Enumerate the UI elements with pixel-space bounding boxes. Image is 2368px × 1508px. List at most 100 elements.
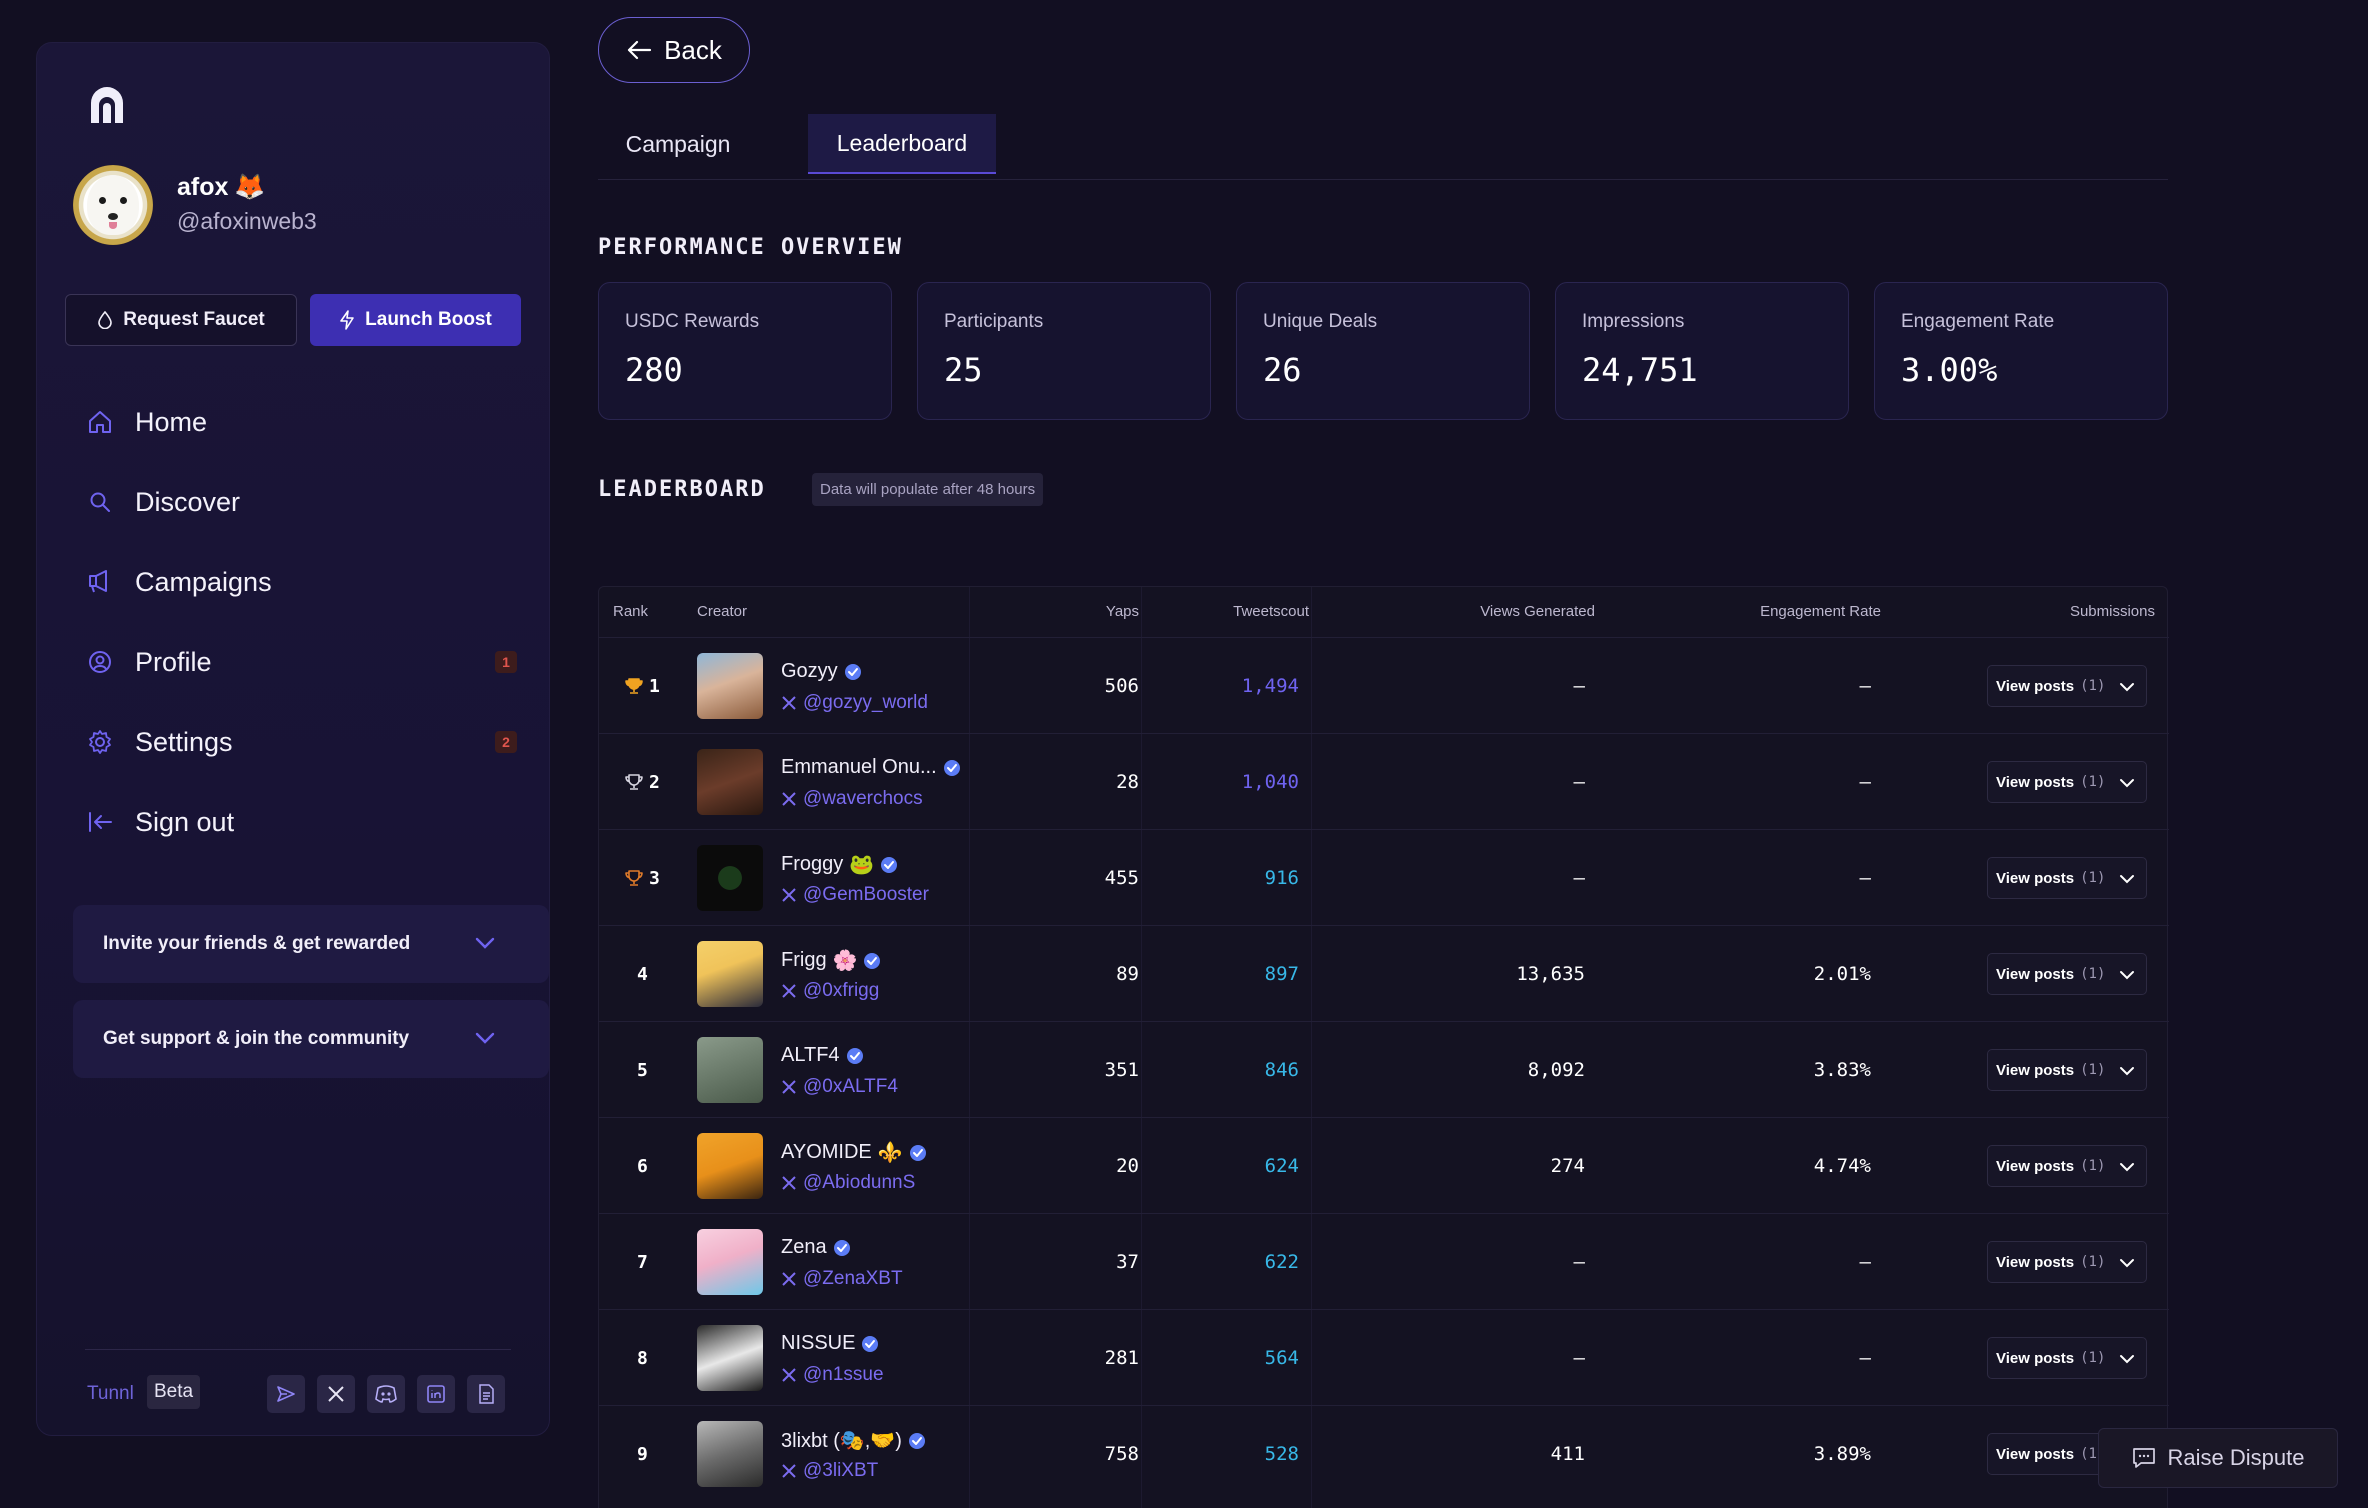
nav-campaigns[interactable]: Campaigns — [85, 557, 505, 607]
request-faucet-button[interactable]: Request Faucet — [65, 294, 297, 346]
tunnl-logo-icon[interactable] — [87, 87, 127, 127]
creator-name[interactable]: AYOMIDE ⚜️ — [781, 1140, 927, 1165]
creator-handle[interactable]: @0xfrigg — [781, 980, 879, 1002]
creator-name-text: 3lixbt (🎭,🤝) — [781, 1430, 902, 1452]
launch-boost-button[interactable]: Launch Boost — [310, 294, 521, 346]
invite-friends-accordion[interactable]: Invite your friends & get rewarded — [73, 905, 549, 983]
creator-handle[interactable]: @AbiodunnS — [781, 1172, 915, 1194]
trophy-icon — [625, 678, 643, 694]
col-header-submissions[interactable]: Submissions — [2069, 603, 2155, 620]
stat-label: USDC Rewards — [625, 311, 760, 332]
col-header-creator[interactable]: Creator — [697, 603, 748, 620]
creator-handle[interactable]: @ZenaXBT — [781, 1268, 903, 1290]
creator-handle[interactable]: @waverchocs — [781, 788, 923, 810]
creator-handle[interactable]: @gozyy_world — [781, 692, 928, 714]
creator-avatar[interactable] — [697, 845, 763, 911]
stat-value: 26 — [1263, 351, 1302, 389]
creator-handle[interactable]: @3liXBT — [781, 1460, 878, 1482]
view-posts-button[interactable]: View posts (1) — [1987, 953, 2147, 995]
creator-avatar[interactable] — [697, 1421, 763, 1487]
creator-handle[interactable]: @GemBooster — [781, 884, 929, 906]
x-icon — [782, 1080, 796, 1094]
sign-out-icon — [85, 807, 115, 837]
chevron-down-icon — [2120, 1259, 2134, 1268]
avatar[interactable] — [73, 165, 153, 245]
posts-count: (1) — [2080, 678, 2106, 694]
discord-icon[interactable] — [367, 1375, 405, 1413]
x-icon — [782, 1464, 796, 1478]
x-icon — [782, 696, 796, 710]
view-posts-label: View posts — [1996, 677, 2075, 695]
col-header-rank[interactable]: Rank — [613, 603, 649, 620]
views-value: – — [1573, 1251, 1585, 1273]
view-posts-label: View posts — [1996, 1253, 2075, 1271]
creator-avatar[interactable] — [697, 941, 763, 1007]
creator-name[interactable]: 3lixbt (🎭,🤝) — [781, 1428, 926, 1453]
creator-name[interactable]: ALTF4 — [781, 1044, 864, 1067]
tab-campaign[interactable]: Campaign — [625, 130, 731, 157]
view-posts-button[interactable]: View posts (1) — [1987, 665, 2147, 707]
creator-avatar[interactable] — [697, 653, 763, 719]
creator-avatar[interactable] — [697, 1133, 763, 1199]
nav-sign-out[interactable]: Sign out — [85, 797, 505, 847]
creator-handle-text: @ZenaXBT — [803, 1268, 903, 1289]
raise-dispute-button[interactable]: Raise Dispute — [2098, 1428, 2338, 1488]
col-header-yaps[interactable]: Yaps — [1105, 603, 1139, 620]
stat-card-unique-deals: Unique Deals 26 — [1236, 282, 1530, 420]
sidebar: afox 🦊 @afoxinweb3 Request Faucet Launch… — [36, 42, 550, 1436]
col-header-engagement[interactable]: Engagement Rate — [1760, 603, 1881, 620]
verified-badge-icon — [846, 1047, 863, 1064]
view-posts-button[interactable]: View posts (1) — [1987, 761, 2147, 803]
creator-name[interactable]: Frigg 🌸 — [781, 948, 881, 973]
creator-name[interactable]: NISSUE — [781, 1332, 879, 1355]
creator-avatar[interactable] — [697, 1037, 763, 1103]
tweetscout-value: 624 — [1264, 1155, 1299, 1177]
view-posts-button[interactable]: View posts (1) — [1987, 1241, 2147, 1283]
telegram-icon[interactable] — [267, 1375, 305, 1413]
linkedin-icon[interactable] — [417, 1375, 455, 1413]
rank-number: 5 — [637, 1059, 648, 1081]
nav-home[interactable]: Home — [85, 397, 505, 447]
creator-avatar[interactable] — [697, 1325, 763, 1391]
verified-badge-icon — [908, 1432, 925, 1449]
yaps-value: 455 — [1104, 867, 1139, 889]
table-row: 9 3lixbt (🎭,🤝) @3liXBT 758 528 411 3.89% View p… — [599, 1405, 2169, 1501]
docs-icon[interactable] — [467, 1375, 505, 1413]
trophy-icon — [625, 870, 643, 886]
col-header-views[interactable]: Views Generated — [1480, 603, 1595, 620]
nav-profile[interactable]: Profile 1 — [85, 637, 517, 687]
creator-avatar[interactable] — [697, 1229, 763, 1295]
creator-handle[interactable]: @0xALTF4 — [781, 1076, 898, 1098]
creator-name[interactable]: Gozyy — [781, 660, 862, 683]
tab-leaderboard[interactable]: Leaderboard — [808, 114, 996, 174]
x-icon[interactable] — [317, 1375, 355, 1413]
engagement-value: 3.89% — [1813, 1443, 1871, 1465]
view-posts-button[interactable]: View posts (1) — [1987, 1049, 2147, 1091]
col-header-tweetscout[interactable]: Tweetscout — [1233, 603, 1309, 620]
creator-name-text: Froggy — [781, 853, 844, 875]
table-row: 1 Gozyy @gozyy_world 506 1,494 – – View posts (1… — [599, 637, 2169, 733]
view-posts-button[interactable]: View posts (1) — [1987, 857, 2147, 899]
user-name-text: afox — [177, 173, 229, 201]
support-community-accordion[interactable]: Get support & join the community — [73, 1000, 549, 1078]
creator-name[interactable]: Zena — [781, 1236, 851, 1259]
nav-discover[interactable]: Discover — [85, 477, 505, 527]
raise-dispute-label: Raise Dispute — [2167, 1445, 2305, 1470]
stat-value: 3.00% — [1901, 351, 1998, 389]
engagement-value: – — [1859, 771, 1871, 793]
creator-name[interactable]: Froggy 🐸 — [781, 852, 898, 877]
nav-settings-label: Settings — [135, 726, 233, 757]
creator-name[interactable]: Emmanuel Onu... — [781, 756, 961, 779]
nav-settings[interactable]: Settings 2 — [85, 717, 517, 767]
creator-avatar[interactable] — [697, 749, 763, 815]
back-button[interactable]: Back — [598, 17, 750, 83]
view-posts-button[interactable]: View posts (1) — [1987, 1145, 2147, 1187]
stat-label: Impressions — [1582, 311, 1685, 332]
engagement-value: – — [1859, 1251, 1871, 1273]
yaps-value: 89 — [1116, 963, 1139, 985]
creator-emoji: 🌸 — [832, 950, 858, 972]
view-posts-button[interactable]: View posts (1) — [1987, 1337, 2147, 1379]
creator-handle[interactable]: @n1ssue — [781, 1364, 884, 1386]
column-divider — [969, 587, 970, 1508]
stat-value: 24,751 — [1582, 351, 1698, 389]
